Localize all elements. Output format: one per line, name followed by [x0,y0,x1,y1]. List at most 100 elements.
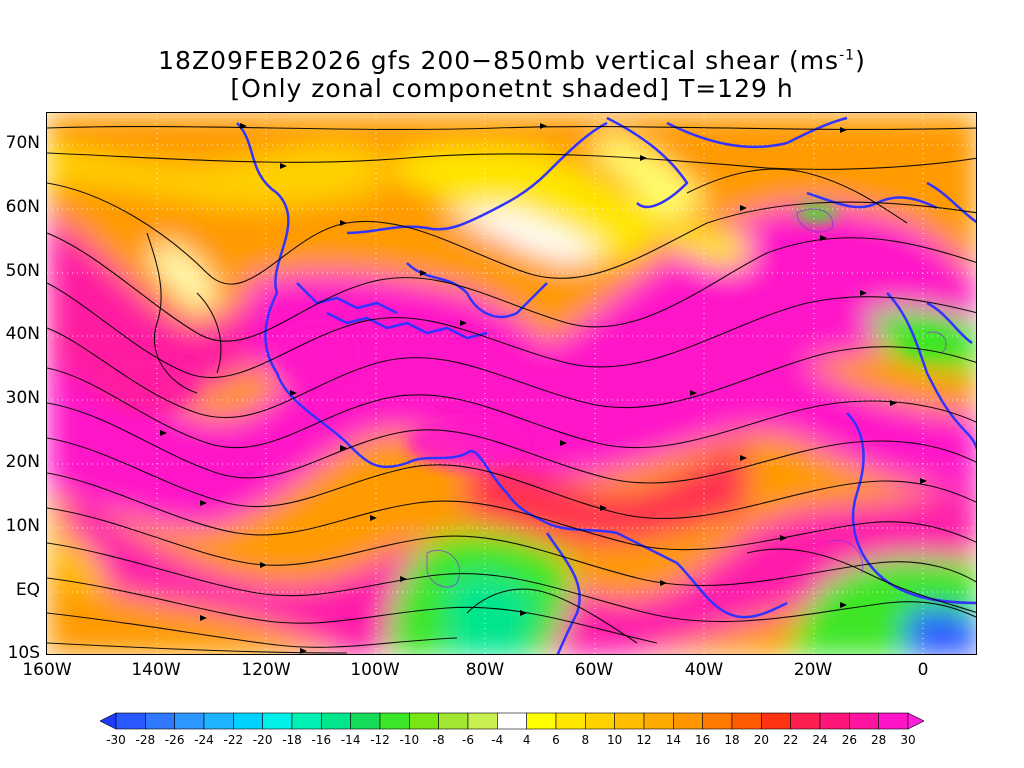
americas-coastline [236,122,788,619]
norway-coast [926,181,976,224]
lon-label: 160W [22,660,72,680]
colorbar-cell [467,712,498,730]
lat-label: 10S [7,643,40,663]
colorbar-tick-label: -4 [491,733,504,747]
shear-map [46,112,977,655]
colorbar-cell [702,712,733,730]
lat-label: 70N [5,133,40,153]
colorbar-cell [497,712,527,730]
colorbar-tick-label: 6 [552,733,560,747]
title-line-1-text: 18Z09FEB2026 gfs 200−850mb vertical shea… [158,46,840,75]
shading-detail [97,203,952,468]
colorbar-tick-label: 12 [636,733,652,747]
lon-label: 140W [131,660,181,680]
colorbar-cell [761,712,791,730]
colorbar-tick-label: 18 [724,733,740,747]
lon-label: 100W [350,660,400,680]
canada-coastline [346,121,608,235]
colorbar-tick-label: 4 [522,733,531,747]
africa-coastline [846,412,976,605]
greenland-coast [606,116,689,209]
colorbar-cell [819,712,850,730]
colorbar-tick-label: -20 [252,733,273,747]
colorbar-cell [115,712,146,730]
colorbar-tick-label: 28 [871,733,887,747]
colorbar-cell [145,712,175,730]
colorbar-tick-label: 26 [841,733,857,747]
colorbar-cell [291,712,322,730]
colorbar-tick-label: 14 [665,733,681,747]
greenland-east [666,116,848,149]
colorbar-tick-label: -28 [135,733,156,747]
colorbar-cell [409,712,439,730]
colorbar-cell [526,712,557,730]
colorbar-tick-label: -30 [106,733,126,747]
colorbar-cell [790,712,821,730]
colorbar-cell [174,712,205,730]
europe-coastline [886,292,976,450]
mediterranean-coast [926,301,973,345]
colorbar-cell [203,712,234,730]
lon-label: 120W [241,660,291,680]
lat-label: 40N [5,324,40,344]
chart-title-line-1: 18Z09FEB2026 gfs 200−850mb vertical shea… [0,46,1024,75]
colorbar-tick-label: 16 [695,733,711,747]
lat-label: 50N [5,261,40,281]
south-america-coast [545,532,581,654]
lat-label: 60N [5,197,40,217]
streamline-arrows [160,123,927,654]
colorbar-tick-label: 30 [900,733,916,747]
colorbar-cell [614,712,645,730]
colorbar-cell [849,712,879,730]
colorbar-cell [878,712,909,730]
lon-label: 0 [917,660,929,680]
streamlines [47,126,976,654]
colorbar-cell [438,712,469,730]
states-border-north [296,282,398,315]
lon-label: 20W [793,660,833,680]
colorbar-tick-label: -16 [311,733,332,747]
colorbar-tick-label: 22 [783,733,799,747]
states-border [326,311,488,340]
colorbar [100,712,924,730]
lon-label: 40W [684,660,724,680]
colorbar-tick-label: -8 [432,733,445,747]
colorbar-tick-label: -10 [399,733,420,747]
colorbar-cell [350,712,381,730]
colorbar-tick-label: 24 [812,733,828,747]
colorbar-cell [262,712,293,730]
lat-label: 10N [5,516,40,536]
colorbar-tick-label: 10 [607,733,623,747]
lat-label: 20N [5,452,40,472]
lon-label: 80W [465,660,505,680]
colorbar-tick-label: 8 [581,733,590,747]
colorbar-cell [673,712,703,730]
lon-label: 60W [574,660,614,680]
great-lakes-coast [406,262,548,319]
coastlines [236,116,976,654]
title-unit-superscript: -1 [839,47,856,64]
chart-title-line-2: [Only zonal componetnt shaded] T=129 h [230,74,794,103]
colorbar-cell [321,712,351,730]
colorbar-cell [643,712,674,730]
colorbar-tick-label: -24 [194,733,214,747]
colorbar-max-arrow [907,712,924,730]
colorbar-tick-label: 20 [753,733,769,747]
lat-label: EQ [15,580,40,600]
colorbar-cell [731,712,762,730]
colorbar-cells [100,712,924,730]
land-contours [426,208,947,588]
title-line-1-close: ) [855,46,866,75]
lat-label: 30N [5,388,40,408]
colorbar-tick-label: -18 [282,733,302,747]
colorbar-tick-label: -22 [223,733,244,747]
colorbar-cell [555,712,586,730]
colorbar-tick-label: -6 [462,733,474,747]
colorbar-cell [379,712,410,730]
shear-map-canvas [47,113,976,654]
colorbar-cell [233,712,263,730]
colorbar-min-arrow [100,712,117,730]
colorbar-tick-label: -26 [164,733,185,747]
colorbar-tick-label: -14 [340,733,361,747]
colorbar-tick-label: -12 [370,733,390,747]
